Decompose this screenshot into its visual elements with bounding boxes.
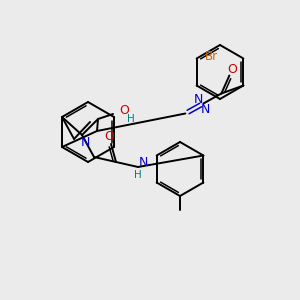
Text: N: N: [80, 136, 90, 148]
Text: O: O: [104, 130, 114, 142]
Text: O: O: [227, 63, 237, 76]
Text: H: H: [127, 114, 135, 124]
Text: N: N: [201, 103, 210, 116]
Text: N: N: [194, 93, 203, 106]
Text: O: O: [119, 104, 129, 118]
Text: N: N: [138, 157, 148, 169]
Text: H: H: [134, 170, 142, 180]
Text: Br: Br: [205, 50, 218, 63]
